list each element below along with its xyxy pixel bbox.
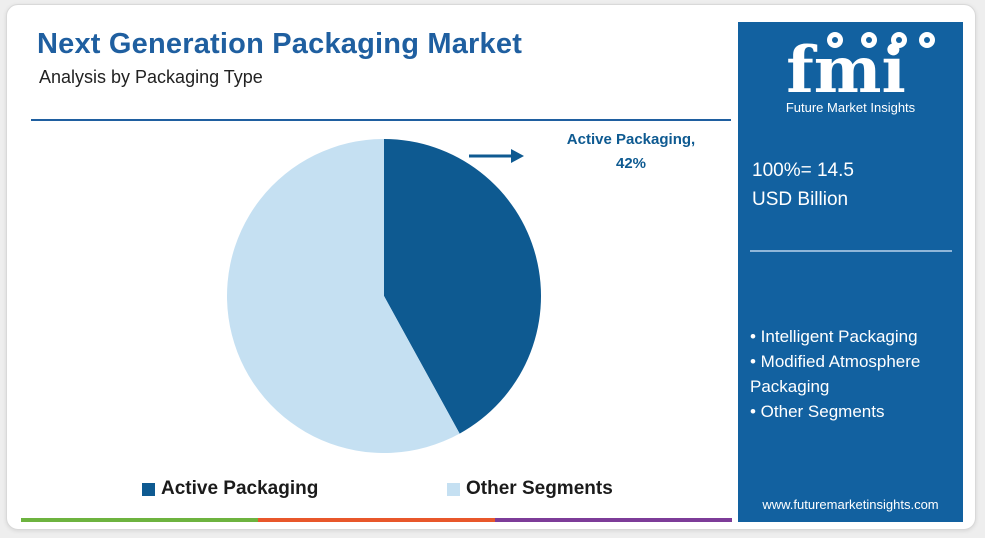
segment-item: • Modified Atmosphere Packaging	[750, 352, 921, 396]
logo-icons	[827, 32, 935, 48]
slice-label-name: Active Packaging,	[566, 131, 696, 148]
footer-bar-orange	[258, 518, 495, 522]
pie-chart	[227, 139, 542, 453]
chart-panel: Next Generation Packaging Market Analysi…	[21, 22, 732, 522]
slice-label-active-packaging: Active Packaging, 42%	[541, 128, 721, 176]
legend-item-active-packaging: Active Packaging	[142, 478, 318, 500]
legend-label: Other Segments	[466, 478, 613, 499]
pie-slice-active-packaging	[384, 139, 542, 434]
pie-slice-other-segments	[227, 139, 460, 453]
fmi-logo: fmi	[786, 32, 935, 102]
chart-title: Next Generation Packaging Market	[37, 28, 523, 60]
report-card: Next Generation Packaging Market Analysi…	[6, 4, 976, 530]
pie-slices	[227, 139, 542, 453]
website-url: www.futuremarketinsights.com	[762, 497, 939, 512]
info-sidebar: fmi Future Market Insights 100%= 14.5 US…	[738, 22, 963, 522]
sidebar-divider	[750, 250, 952, 252]
legend-swatch-other	[447, 482, 460, 496]
segment-item: • Intelligent Packaging	[750, 327, 918, 346]
market-total: 100%= 14.5 USD Billion	[752, 156, 854, 214]
segment-item: • Other Segments	[750, 402, 885, 421]
footer-bar-purple	[495, 518, 732, 522]
chart-subtitle: Analysis by Packaging Type	[39, 67, 263, 87]
footer-bar-green	[21, 518, 258, 522]
logo-wordmark: fmi	[786, 33, 906, 102]
color-footer-bar	[21, 518, 732, 522]
total-value: 100%= 14.5	[752, 160, 854, 181]
other-segments-list: • Intelligent Packaging • Modified Atmos…	[750, 324, 960, 424]
title-divider	[31, 119, 731, 121]
legend-swatch-active	[142, 482, 155, 496]
total-unit: USD Billion	[752, 189, 849, 210]
slice-label-percent: 42%	[615, 155, 647, 172]
legend-label: Active Packaging	[161, 478, 319, 499]
card-inner: Next Generation Packaging Market Analysi…	[21, 22, 963, 522]
annotation-arrow	[469, 149, 524, 163]
brand-name: Future Market Insights	[785, 100, 916, 115]
legend-item-other-segments: Other Segments	[447, 478, 613, 500]
